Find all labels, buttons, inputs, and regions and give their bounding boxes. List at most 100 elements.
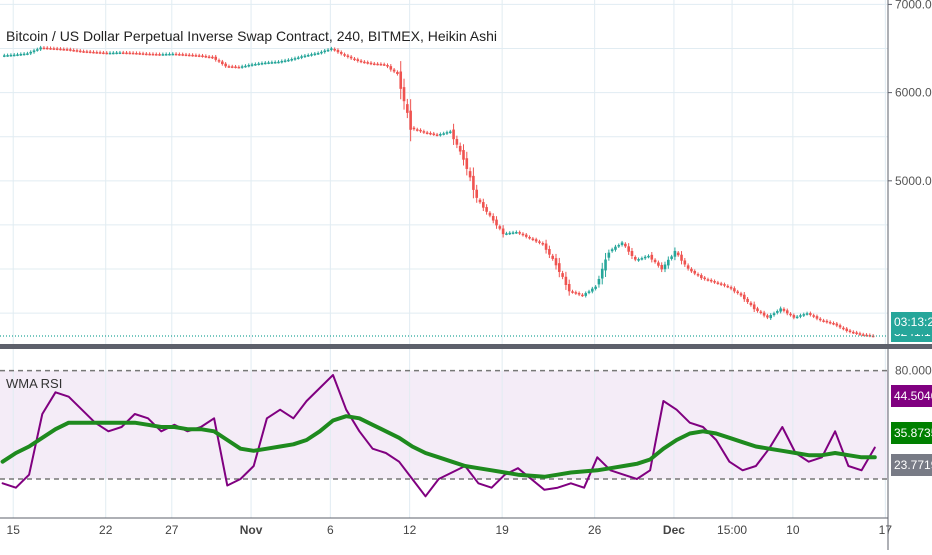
candle[interactable] xyxy=(657,262,660,266)
candle[interactable] xyxy=(346,55,350,57)
candle[interactable] xyxy=(779,308,782,312)
candle[interactable] xyxy=(680,254,683,261)
candle[interactable] xyxy=(683,260,687,265)
candle[interactable] xyxy=(171,53,175,56)
candle[interactable] xyxy=(2,55,6,57)
candle[interactable] xyxy=(125,52,128,55)
candle[interactable] xyxy=(630,250,634,256)
candle[interactable] xyxy=(98,52,102,54)
candle[interactable] xyxy=(138,53,142,55)
candle[interactable] xyxy=(736,291,739,294)
candle[interactable] xyxy=(663,264,667,270)
candle[interactable] xyxy=(297,57,300,59)
candle[interactable] xyxy=(429,132,432,135)
candle[interactable] xyxy=(782,308,786,311)
candle[interactable] xyxy=(69,49,72,51)
candle[interactable] xyxy=(254,63,257,66)
candle[interactable] xyxy=(832,323,835,325)
candle[interactable] xyxy=(865,334,868,337)
candle[interactable] xyxy=(818,318,822,321)
candle[interactable] xyxy=(637,259,640,261)
candle[interactable] xyxy=(564,276,568,286)
candle[interactable] xyxy=(524,234,528,237)
candle[interactable] xyxy=(554,258,558,266)
candle[interactable] xyxy=(343,54,346,56)
candle[interactable] xyxy=(184,54,188,57)
candle[interactable] xyxy=(187,54,191,57)
candle[interactable] xyxy=(653,259,657,263)
candle[interactable] xyxy=(366,62,369,64)
candle[interactable] xyxy=(534,239,538,242)
candle[interactable] xyxy=(432,133,436,136)
candle[interactable] xyxy=(369,62,373,65)
candle[interactable] xyxy=(95,52,99,54)
candle[interactable] xyxy=(766,315,769,318)
candle[interactable] xyxy=(174,53,178,56)
candle[interactable] xyxy=(128,52,132,55)
candle[interactable] xyxy=(419,129,422,132)
candle[interactable] xyxy=(247,64,251,67)
candle[interactable] xyxy=(511,232,515,234)
candle[interactable] xyxy=(121,52,125,54)
candle[interactable] xyxy=(772,313,776,316)
candle[interactable] xyxy=(263,62,267,65)
candle[interactable] xyxy=(197,55,201,57)
candle[interactable] xyxy=(548,249,551,255)
candle[interactable] xyxy=(55,48,59,50)
candle[interactable] xyxy=(49,48,52,50)
candle[interactable] xyxy=(283,60,287,62)
candle[interactable] xyxy=(363,61,366,64)
candle[interactable] xyxy=(224,63,227,67)
candle[interactable] xyxy=(541,242,545,245)
candle[interactable] xyxy=(105,52,109,55)
candle[interactable] xyxy=(729,287,733,289)
candle[interactable] xyxy=(855,332,858,334)
candle[interactable] xyxy=(151,53,155,56)
candle[interactable] xyxy=(439,134,442,136)
candle[interactable] xyxy=(425,132,429,134)
candle[interactable] xyxy=(108,52,112,55)
candle[interactable] xyxy=(72,49,75,52)
candle[interactable] xyxy=(574,292,578,294)
x-axis[interactable]: 15 22 27 Nov 6 12 19 26 Dec 15:00 10 17 xyxy=(7,523,893,537)
candle[interactable] xyxy=(528,236,531,239)
candle[interactable] xyxy=(379,63,383,66)
candle[interactable] xyxy=(633,256,637,260)
candle[interactable] xyxy=(85,51,89,53)
candle[interactable] xyxy=(227,66,231,68)
candle[interactable] xyxy=(852,331,855,334)
candle[interactable] xyxy=(809,313,812,315)
candle[interactable] xyxy=(237,66,241,69)
candle[interactable] xyxy=(799,315,802,317)
candle[interactable] xyxy=(250,64,254,66)
candle[interactable] xyxy=(845,328,849,331)
candle[interactable] xyxy=(531,238,535,241)
candle[interactable] xyxy=(756,308,759,312)
rsi-line[interactable] xyxy=(1,374,876,498)
candle[interactable] xyxy=(349,56,353,59)
candle[interactable] xyxy=(290,59,294,61)
candle[interactable] xyxy=(822,320,825,322)
main-candles[interactable] xyxy=(2,45,875,338)
candle[interactable] xyxy=(287,59,290,62)
candle[interactable] xyxy=(164,54,168,56)
candle[interactable] xyxy=(280,60,284,63)
candle[interactable] xyxy=(696,274,700,276)
indicator-axis[interactable]: 80.0000 44.5040 35.8735 23.7719 xyxy=(891,364,932,476)
candle[interactable] xyxy=(759,311,763,314)
candle[interactable] xyxy=(16,54,19,56)
candle[interactable] xyxy=(667,259,670,266)
candle[interactable] xyxy=(561,273,564,277)
candle[interactable] xyxy=(306,55,310,57)
candle[interactable] xyxy=(739,293,743,296)
candle[interactable] xyxy=(277,61,280,64)
candle[interactable] xyxy=(181,54,184,56)
candle[interactable] xyxy=(396,71,399,74)
candle[interactable] xyxy=(82,51,85,53)
candle[interactable] xyxy=(19,53,23,56)
candle[interactable] xyxy=(42,47,46,50)
candle[interactable] xyxy=(538,241,541,243)
candle[interactable] xyxy=(670,256,673,259)
candle[interactable] xyxy=(402,87,406,102)
